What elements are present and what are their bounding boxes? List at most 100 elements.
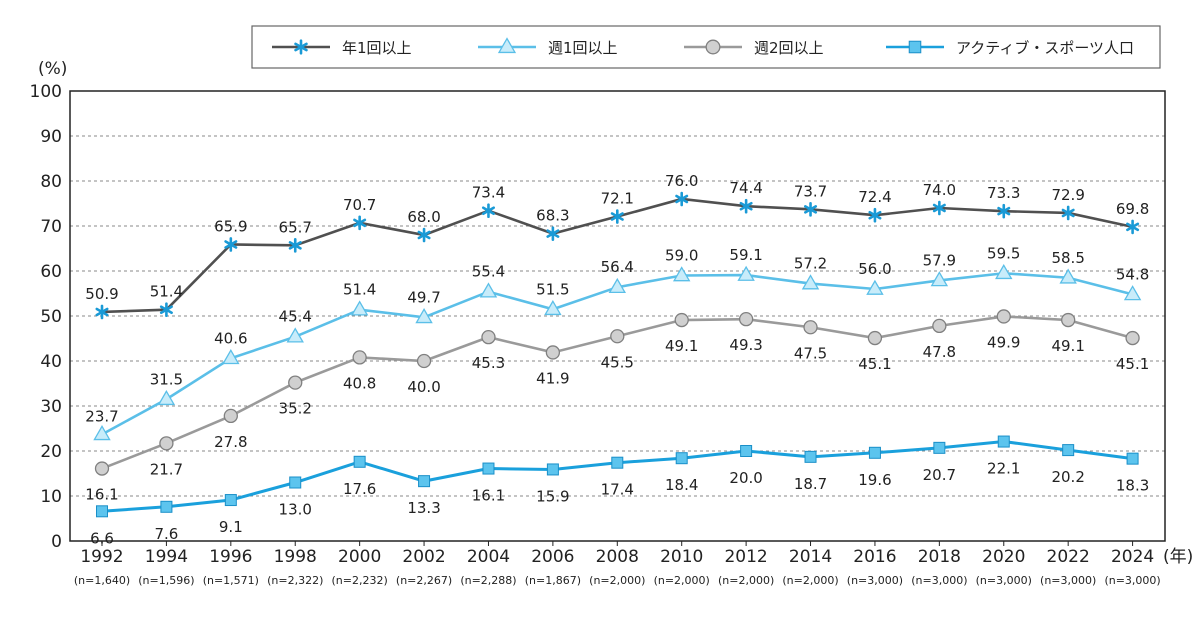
- asterisk-marker: [804, 202, 818, 217]
- data-label: 41.9: [536, 369, 569, 387]
- data-label: 18.3: [1116, 477, 1149, 495]
- data-label: 16.1: [85, 486, 118, 504]
- x-sample-size-label: (n=1,867): [525, 574, 581, 587]
- triangle-marker: [737, 265, 755, 281]
- circle-marker: [610, 329, 625, 344]
- legend-item: 週2回以上: [684, 39, 824, 57]
- square-marker: [289, 476, 302, 489]
- asterisk-marker: [95, 304, 109, 320]
- x-sample-size-label: (n=1,640): [74, 574, 130, 587]
- data-label: 27.8: [214, 433, 247, 451]
- x-tick-label: 2016: [853, 547, 896, 567]
- legend-label: 年1回以上: [342, 39, 412, 57]
- square-marker: [224, 494, 237, 507]
- data-label: 20.7: [923, 466, 956, 484]
- y-tick-label: 70: [40, 217, 62, 237]
- y-tick-label: 0: [51, 532, 62, 552]
- x-tick-label: 2014: [789, 547, 832, 567]
- x-tick-label: 2012: [724, 547, 767, 567]
- x-tick-label: 2010: [660, 547, 703, 567]
- x-tick-label: 1994: [145, 547, 188, 567]
- triangle-marker: [157, 389, 176, 406]
- data-label: 74.4: [729, 179, 762, 197]
- triangle-marker: [1123, 285, 1142, 301]
- series-layer: [93, 191, 1142, 518]
- square-marker: [160, 500, 173, 513]
- data-label: 76.0: [665, 172, 698, 190]
- series-line: [101, 440, 1133, 513]
- legend-item: 年1回以上: [272, 39, 412, 57]
- data-label: 31.5: [150, 370, 183, 388]
- x-tick-label: 2020: [982, 547, 1025, 567]
- circle-marker: [94, 461, 110, 476]
- series-2: [93, 263, 1142, 441]
- triangle-marker: [930, 271, 949, 287]
- x-sample-size-label: (n=2,322): [267, 574, 323, 587]
- circle-marker: [1125, 330, 1140, 346]
- circle-marker: [223, 408, 238, 424]
- triangle-marker: [497, 37, 517, 54]
- data-label: 59.5: [987, 244, 1020, 262]
- triangle-marker: [222, 348, 240, 365]
- triangle-marker: [801, 274, 820, 290]
- data-label: 72.4: [858, 188, 891, 206]
- square-marker: [740, 445, 753, 457]
- x-tick-label: 2008: [596, 547, 639, 567]
- legend-label: 週1回以上: [548, 39, 618, 57]
- x-sample-size-label: (n=2,288): [460, 574, 516, 587]
- triangle-marker: [286, 327, 304, 343]
- asterisk-marker: [675, 191, 689, 207]
- series-1: [95, 191, 1140, 320]
- data-label: 68.0: [407, 208, 440, 226]
- y-tick-label: 50: [40, 307, 62, 327]
- data-label: 47.8: [923, 343, 956, 361]
- series-3: [94, 309, 1140, 476]
- asterisk-marker: [997, 203, 1011, 219]
- data-label: 70.7: [343, 196, 376, 214]
- plot-frame: [69, 90, 1166, 542]
- y-tick-label: 60: [40, 262, 62, 282]
- circle-marker: [674, 312, 689, 328]
- square-marker: [353, 455, 366, 468]
- asterisk-marker: [481, 203, 495, 218]
- x-sample-size-label: (n=2,000): [782, 574, 838, 587]
- data-labels: 50.9 51.4 65.9 65.7 70.7 68.0 73.4 68.3 72.1 76.0…: [85, 172, 1149, 547]
- circle-marker: [738, 311, 754, 327]
- legend: 年1回以上 週1回以上 週2回以上 アクティブ・スポーツ人口: [251, 25, 1161, 69]
- triangle-marker: [93, 425, 111, 441]
- x-sample-size-label: (n=3,000): [1104, 574, 1160, 587]
- asterisk-marker: [294, 39, 308, 55]
- triangle-marker: [1059, 268, 1077, 284]
- data-label: 7.6: [154, 525, 178, 543]
- x-axis: 1992 (n=1,640) 1994 (n=1,596) 1996 (n=1,571) 1…: [74, 541, 1161, 587]
- circle-marker: [481, 329, 496, 345]
- y-tick-label: 40: [40, 352, 62, 372]
- square-marker: [868, 446, 881, 459]
- data-label: 49.1: [1051, 337, 1084, 355]
- y-tick-label: 10: [40, 487, 62, 507]
- y-tick-label: 30: [40, 397, 62, 417]
- data-label: 45.3: [472, 354, 505, 372]
- data-label: 18.4: [665, 476, 698, 494]
- data-label: 49.3: [729, 336, 762, 354]
- data-label: 13.3: [407, 499, 440, 517]
- x-sample-size-label: (n=1,571): [203, 574, 259, 587]
- circle-marker: [996, 309, 1011, 324]
- circle-marker: [416, 353, 432, 369]
- asterisk-marker: [546, 226, 560, 241]
- data-label: 40.6: [214, 329, 247, 347]
- data-label: 45.4: [279, 308, 312, 326]
- data-label: 9.1: [219, 518, 243, 536]
- circle-marker: [159, 436, 174, 451]
- data-label: 73.4: [472, 184, 505, 202]
- triangle-marker: [479, 282, 498, 298]
- data-label: 57.2: [794, 255, 827, 273]
- triangle-marker: [415, 308, 433, 324]
- asterisk-marker: [610, 209, 624, 224]
- square-marker: [482, 462, 495, 475]
- legend-label: 週2回以上: [754, 39, 824, 57]
- circle-marker: [867, 330, 883, 346]
- data-label: 59.1: [729, 246, 762, 264]
- square-marker: [418, 475, 431, 488]
- x-tick-label: 2018: [918, 547, 961, 567]
